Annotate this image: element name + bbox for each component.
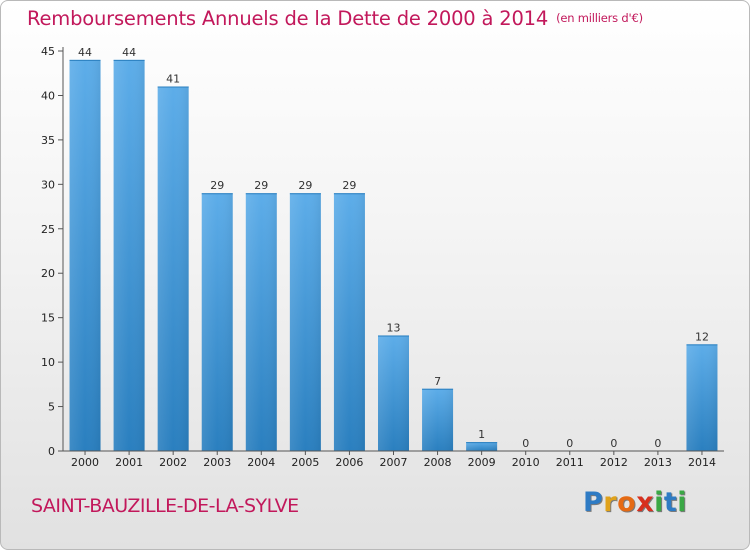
logo-letter: P <box>583 487 604 518</box>
data-label: 44 <box>122 46 136 59</box>
data-label: 7 <box>434 375 441 388</box>
bar-shine <box>201 193 233 451</box>
logo-letter: t <box>663 487 678 518</box>
data-label: 0 <box>610 437 617 450</box>
y-tick-label: 5 <box>48 401 55 414</box>
logo-letter: i <box>654 487 664 518</box>
logo-letter: i <box>677 487 688 518</box>
x-tick-label: 2011 <box>556 456 584 469</box>
y-tick-label: 20 <box>41 267 55 280</box>
chart-unit: (en milliers d'€) <box>556 11 643 25</box>
x-tick-label: 2006 <box>335 456 363 469</box>
x-tick-label: 2001 <box>115 456 143 469</box>
x-tick-label: 2010 <box>512 456 540 469</box>
data-label: 13 <box>387 321 401 334</box>
x-tick-label: 2009 <box>468 456 496 469</box>
bar-shine <box>466 442 498 451</box>
data-label: 29 <box>342 179 356 192</box>
x-tick-label: 2012 <box>600 456 628 469</box>
y-tick-label: 15 <box>41 312 55 325</box>
y-tick-label: 40 <box>41 89 55 102</box>
y-tick-label: 25 <box>41 223 55 236</box>
chart-title-text: Remboursements Annuels de la Dette de 20… <box>27 7 549 30</box>
data-label: 29 <box>298 179 312 192</box>
proxiti-logo: Proxiti <box>583 487 687 518</box>
logo-letter: o <box>617 487 637 518</box>
logo-letter: x <box>636 487 655 518</box>
data-label: 0 <box>522 437 529 450</box>
y-tick-label: 30 <box>41 178 55 191</box>
chart-title: Remboursements Annuels de la Dette de 20… <box>27 7 643 30</box>
x-tick-label: 2004 <box>247 456 275 469</box>
bar-shine <box>289 193 321 451</box>
bar-shine <box>422 388 454 451</box>
data-label: 41 <box>166 73 180 86</box>
x-tick-label: 2000 <box>71 456 99 469</box>
data-label: 29 <box>210 179 224 192</box>
x-tick-label: 2003 <box>203 456 231 469</box>
bar-shine <box>333 193 365 451</box>
data-label: 1 <box>478 428 485 441</box>
bar-shine <box>113 59 145 452</box>
x-tick-label: 2005 <box>291 456 319 469</box>
x-tick-label: 2008 <box>424 456 452 469</box>
bar-shine <box>69 59 101 452</box>
data-label: 44 <box>78 46 92 59</box>
data-label: 29 <box>254 179 268 192</box>
y-tick-label: 45 <box>41 45 55 58</box>
data-label: 0 <box>654 437 661 450</box>
x-tick-label: 2002 <box>159 456 187 469</box>
bar-shine <box>686 344 718 451</box>
bar-shine <box>245 193 277 451</box>
logo-letter: r <box>603 487 618 518</box>
data-label: 0 <box>566 437 573 450</box>
x-tick-label: 2013 <box>644 456 672 469</box>
y-tick-label: 0 <box>48 445 55 458</box>
x-tick-label: 2007 <box>380 456 408 469</box>
x-tick-label: 2014 <box>688 456 716 469</box>
bar-shine <box>378 335 409 451</box>
y-tick-label: 10 <box>41 356 55 369</box>
bar-shine <box>157 86 189 452</box>
y-tick-label: 35 <box>41 134 55 147</box>
data-label: 12 <box>695 330 709 343</box>
commune-name: SAINT-BAUZILLE-DE-LA-SYLVE <box>31 495 299 517</box>
